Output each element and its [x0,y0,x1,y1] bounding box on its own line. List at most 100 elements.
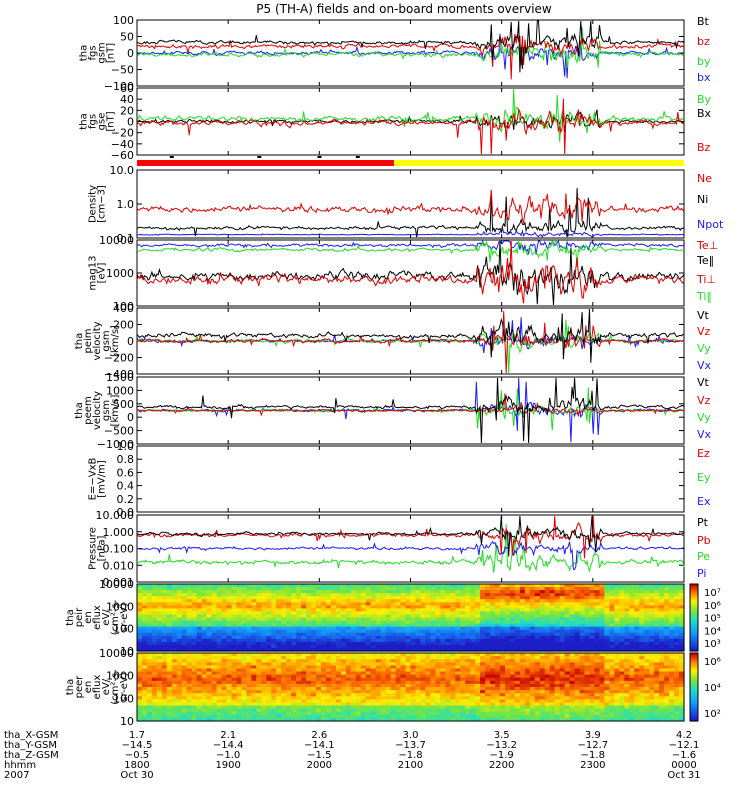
spectrogram-cell-ion [430,627,436,631]
spectrogram-cell-ion [222,599,228,603]
spectrogram-cell-ion [420,599,426,603]
spectrogram-cell-ion [157,599,163,603]
spectrogram-cell-ion [177,593,183,597]
spectrogram-cell-ion [157,639,163,643]
spectrogram-cell-ion [634,593,640,597]
spectrogram-cell-ion [241,621,247,625]
spectrogram-cell-ion [356,645,362,649]
spectrogram-cell-ion [455,587,461,591]
spectrogram-cell-ion [480,627,486,631]
y-axis-label: mag13[eV] [88,256,108,291]
spectrogram-cell-ion [311,593,317,597]
spectrogram-cell-ion [595,621,601,625]
spectrogram-cell-ion [619,611,625,615]
spectrogram-cell-ion [406,587,412,591]
spectrogram-cell-ion [376,587,382,591]
spectrogram-cell-ion [172,611,178,615]
spectrogram-cell-ion [430,599,436,603]
spectrogram-cell-ion [520,621,526,625]
spectrogram-cell-ion [560,645,566,649]
spectrogram-cell-ion [430,621,436,625]
spectrogram-cell-ion [187,633,193,637]
spectrogram-cell-ion [232,633,238,637]
spectrogram-cell-ion [192,587,198,591]
spectrogram-cell-ion [266,639,272,643]
legend-entry: by [697,55,711,68]
spectrogram-cell-ion [212,599,218,603]
spectrogram-cell-ion [381,639,387,643]
spectrogram-cell-ion [227,611,233,615]
spectrogram-cell-ion [580,587,586,591]
spectrogram-cell-ion [505,593,511,597]
spectrogram-cell-ion [391,587,397,591]
spectrogram-cell-ion [401,645,407,649]
spectrogram-cell-ion [460,587,466,591]
spectrogram-cell-ion [450,633,456,637]
spectrogram-cell-ion [316,605,322,609]
spectrogram-cell-ion [241,633,247,637]
spectrogram-cell-ion [590,605,596,609]
legend-entry: Ne [697,172,712,185]
spectrogram-cell-ion [555,627,561,631]
spectrogram-cell-ion [376,627,382,631]
spectrogram-cell-ion [669,599,675,603]
spectrogram-cell-ion [281,645,287,649]
spectrogram-cell-ion [182,621,188,625]
spectrogram-cell-ion [401,605,407,609]
y-tick-label: 10.000 [96,509,135,522]
spectrogram-cell-ion [396,593,402,597]
spectrogram-cell-ion [361,627,367,631]
spectrogram-cell-ion [674,621,680,625]
spectrogram-cell-ion [420,645,426,649]
spectrogram-cell-ion [142,593,148,597]
spectrogram-cell-ion [550,599,556,603]
spectrogram-cell-ion [147,627,153,631]
spectrogram-cell-ion [207,599,213,603]
spectrogram-cell-ion [609,587,615,591]
spectrogram-cell-ion [261,593,267,597]
mode-bar-marker [318,156,322,158]
spectrogram-cell-ion [401,599,407,603]
spectrogram-cell-ion [545,587,551,591]
spectrogram-cell-ion [425,621,431,625]
spectrogram-cell-ion [440,633,446,637]
spectrogram-cell-ion [550,639,556,643]
spectrogram-cell-ion [545,639,551,643]
spectrogram-cell-ion [470,611,476,615]
legend-entry: Vy [697,411,711,424]
spectrogram-cell-ion [609,599,615,603]
spectrogram-cell-ion [222,645,228,649]
spectrogram-cell-ion [167,587,173,591]
spectrogram-cell-ion [182,587,188,591]
spectrogram-cell-ion [251,587,257,591]
spectrogram-cell-ion [326,627,332,631]
spectrogram-cell-ion [411,587,417,591]
spectrogram-cell-ion [575,587,581,591]
spectrogram-cell-ion [654,599,660,603]
spectrogram-cell-ion [510,621,516,625]
spectrogram-cell-ion [440,605,446,609]
spectrogram-cell-ion [237,599,243,603]
spectrogram-cell-ion [649,633,655,637]
figure-title: P5 (TH-A) fields and on-board moments ov… [256,2,552,16]
legend-entry: Npot [697,218,724,231]
spectrogram-cell-ion [251,605,257,609]
spectrogram-cell-ion [530,645,536,649]
spectrogram-cell-ion [217,605,223,609]
y-axis-label-line: [km/s] [110,394,121,426]
y-axis-label: Density[cm−3] [88,185,108,223]
spectrogram-cell-ion [301,605,307,609]
spectrogram-cell-ion [331,593,337,597]
spectrogram-cell-ion [346,639,352,643]
spectrogram-cell-ion [669,639,675,643]
spectrogram-cell-ion [634,627,640,631]
spectrogram-cell-ion [202,593,208,597]
spectrogram-cell-ion [520,645,526,649]
spectrogram-cell-ion [296,639,302,643]
spectrogram-cell-ion [585,599,591,603]
spectrogram-cell-ion [301,639,307,643]
spectrogram-cell-ion [336,633,342,637]
spectrogram-cell-ion [530,627,536,631]
spectrogram-cell-ion [351,593,357,597]
spectrogram-cell-ion [585,621,591,625]
